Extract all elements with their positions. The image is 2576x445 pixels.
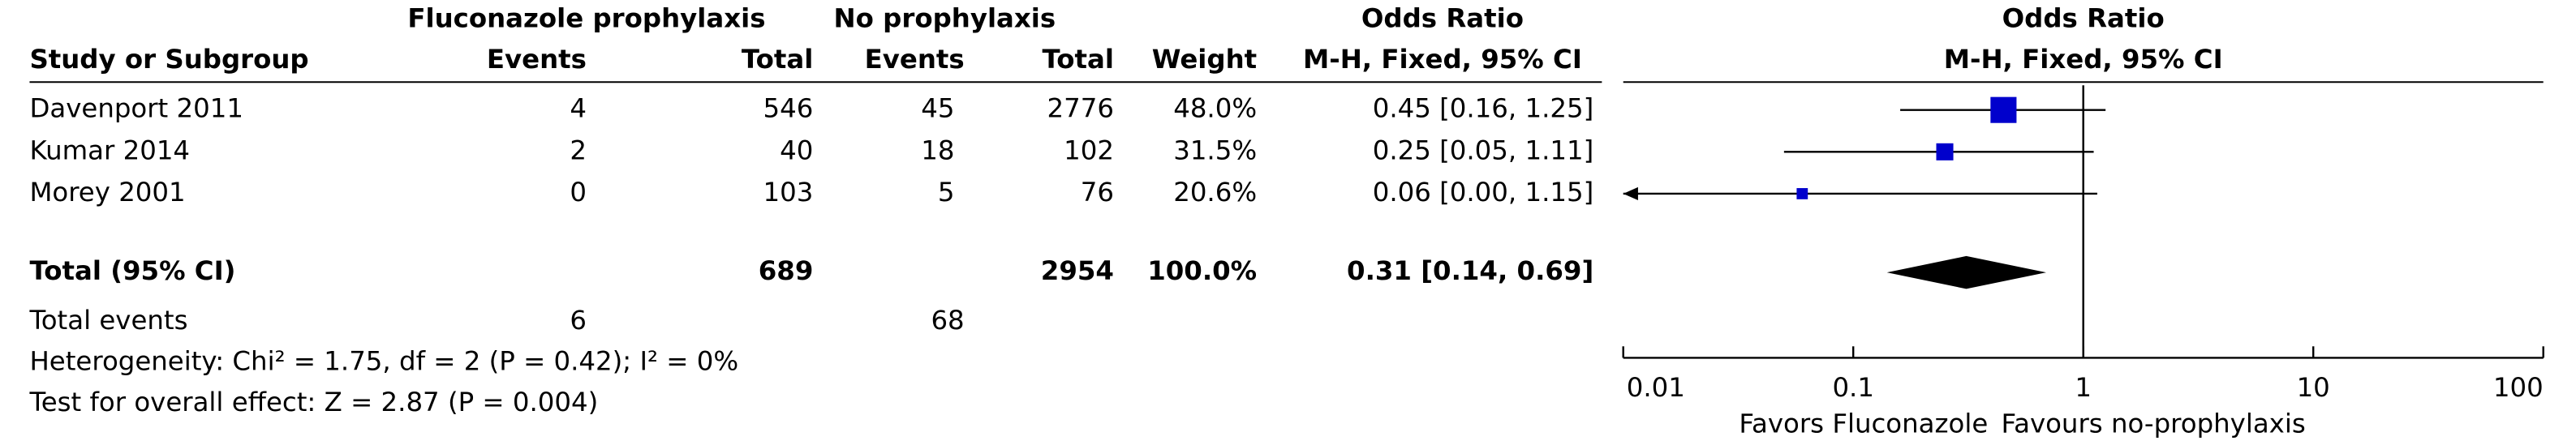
events: 5 bbox=[938, 177, 955, 208]
study-name: Kumar 2014 bbox=[29, 135, 190, 165]
column-header: Weight bbox=[1152, 44, 1257, 75]
column-header: Total bbox=[1042, 44, 1114, 75]
ci-label: 0.06 [0.00, 1.15] bbox=[1373, 177, 1594, 208]
column-header: Events bbox=[487, 44, 587, 75]
x-tick-label: 0.1 bbox=[1832, 372, 1874, 403]
group-header: Odds Ratio bbox=[1361, 2, 1524, 33]
group-header: Fluconazole prophylaxis bbox=[407, 2, 765, 33]
ci-arrow bbox=[1623, 186, 1638, 201]
x-tick-label: 0.01 bbox=[1627, 372, 1685, 403]
x-tick-label: 1 bbox=[2075, 372, 2092, 403]
x-tick-label: 10 bbox=[2297, 372, 2330, 403]
plot-title: Odds Ratio bbox=[2002, 2, 2165, 33]
total: 2776 bbox=[1047, 93, 1114, 124]
summary-diamond bbox=[1886, 255, 2047, 289]
weight: 48.0% bbox=[1173, 93, 1257, 124]
column-header: Study or Subgroup bbox=[29, 44, 308, 75]
x-tick-label: 100 bbox=[2493, 372, 2544, 403]
ci-label: 0.25 [0.05, 1.11] bbox=[1373, 135, 1594, 165]
total: 2954 bbox=[1041, 255, 1114, 286]
column-header: Events bbox=[865, 44, 965, 75]
total: 103 bbox=[763, 177, 814, 208]
total-events-label: Total events bbox=[28, 305, 187, 336]
study-name: Morey 2001 bbox=[29, 177, 185, 208]
events: 18 bbox=[921, 135, 954, 165]
axis-right-label: Favours no-prophylaxis bbox=[2001, 408, 2305, 439]
total: 76 bbox=[1081, 177, 1114, 208]
study-name: Davenport 2011 bbox=[29, 93, 243, 124]
events: 68 bbox=[931, 305, 964, 336]
events: 6 bbox=[570, 305, 587, 336]
overall-effect: Test for overall effect: Z = 2.87 (P = 0… bbox=[28, 387, 598, 417]
heterogeneity: Heterogeneity: Chi² = 1.75, df = 2 (P = … bbox=[29, 346, 738, 377]
total: 546 bbox=[763, 93, 814, 124]
total: 102 bbox=[1064, 135, 1114, 165]
group-header: No prophylaxis bbox=[834, 2, 1056, 33]
total: 689 bbox=[759, 255, 814, 286]
weight: 31.5% bbox=[1173, 135, 1257, 165]
study-square bbox=[1796, 188, 1808, 199]
events: 45 bbox=[921, 93, 954, 124]
weight: 20.6% bbox=[1173, 177, 1257, 208]
total: 40 bbox=[780, 135, 813, 165]
plot-subtitle: M-H, Fixed, 95% CI bbox=[1944, 44, 2223, 75]
ci-label: 0.31 [0.14, 0.69] bbox=[1347, 255, 1593, 286]
plot-root: Fluconazole prophylaxis No prophylaxis Odd… bbox=[28, 2, 2544, 439]
weight: 100.0% bbox=[1147, 255, 1257, 286]
total-name: Total (95% CI) bbox=[29, 255, 235, 286]
events: 4 bbox=[570, 93, 587, 124]
events: 0 bbox=[570, 177, 587, 208]
column-header: Total bbox=[742, 44, 814, 75]
study-square bbox=[1936, 143, 1954, 160]
ci-label: 0.45 [0.16, 1.25] bbox=[1373, 93, 1594, 124]
events: 2 bbox=[570, 135, 587, 165]
axis-left-label: Favors Fluconazole bbox=[1739, 408, 1988, 439]
group-header: M-H, Fixed, 95% CI bbox=[1303, 44, 1582, 75]
study-square bbox=[1990, 96, 2017, 123]
